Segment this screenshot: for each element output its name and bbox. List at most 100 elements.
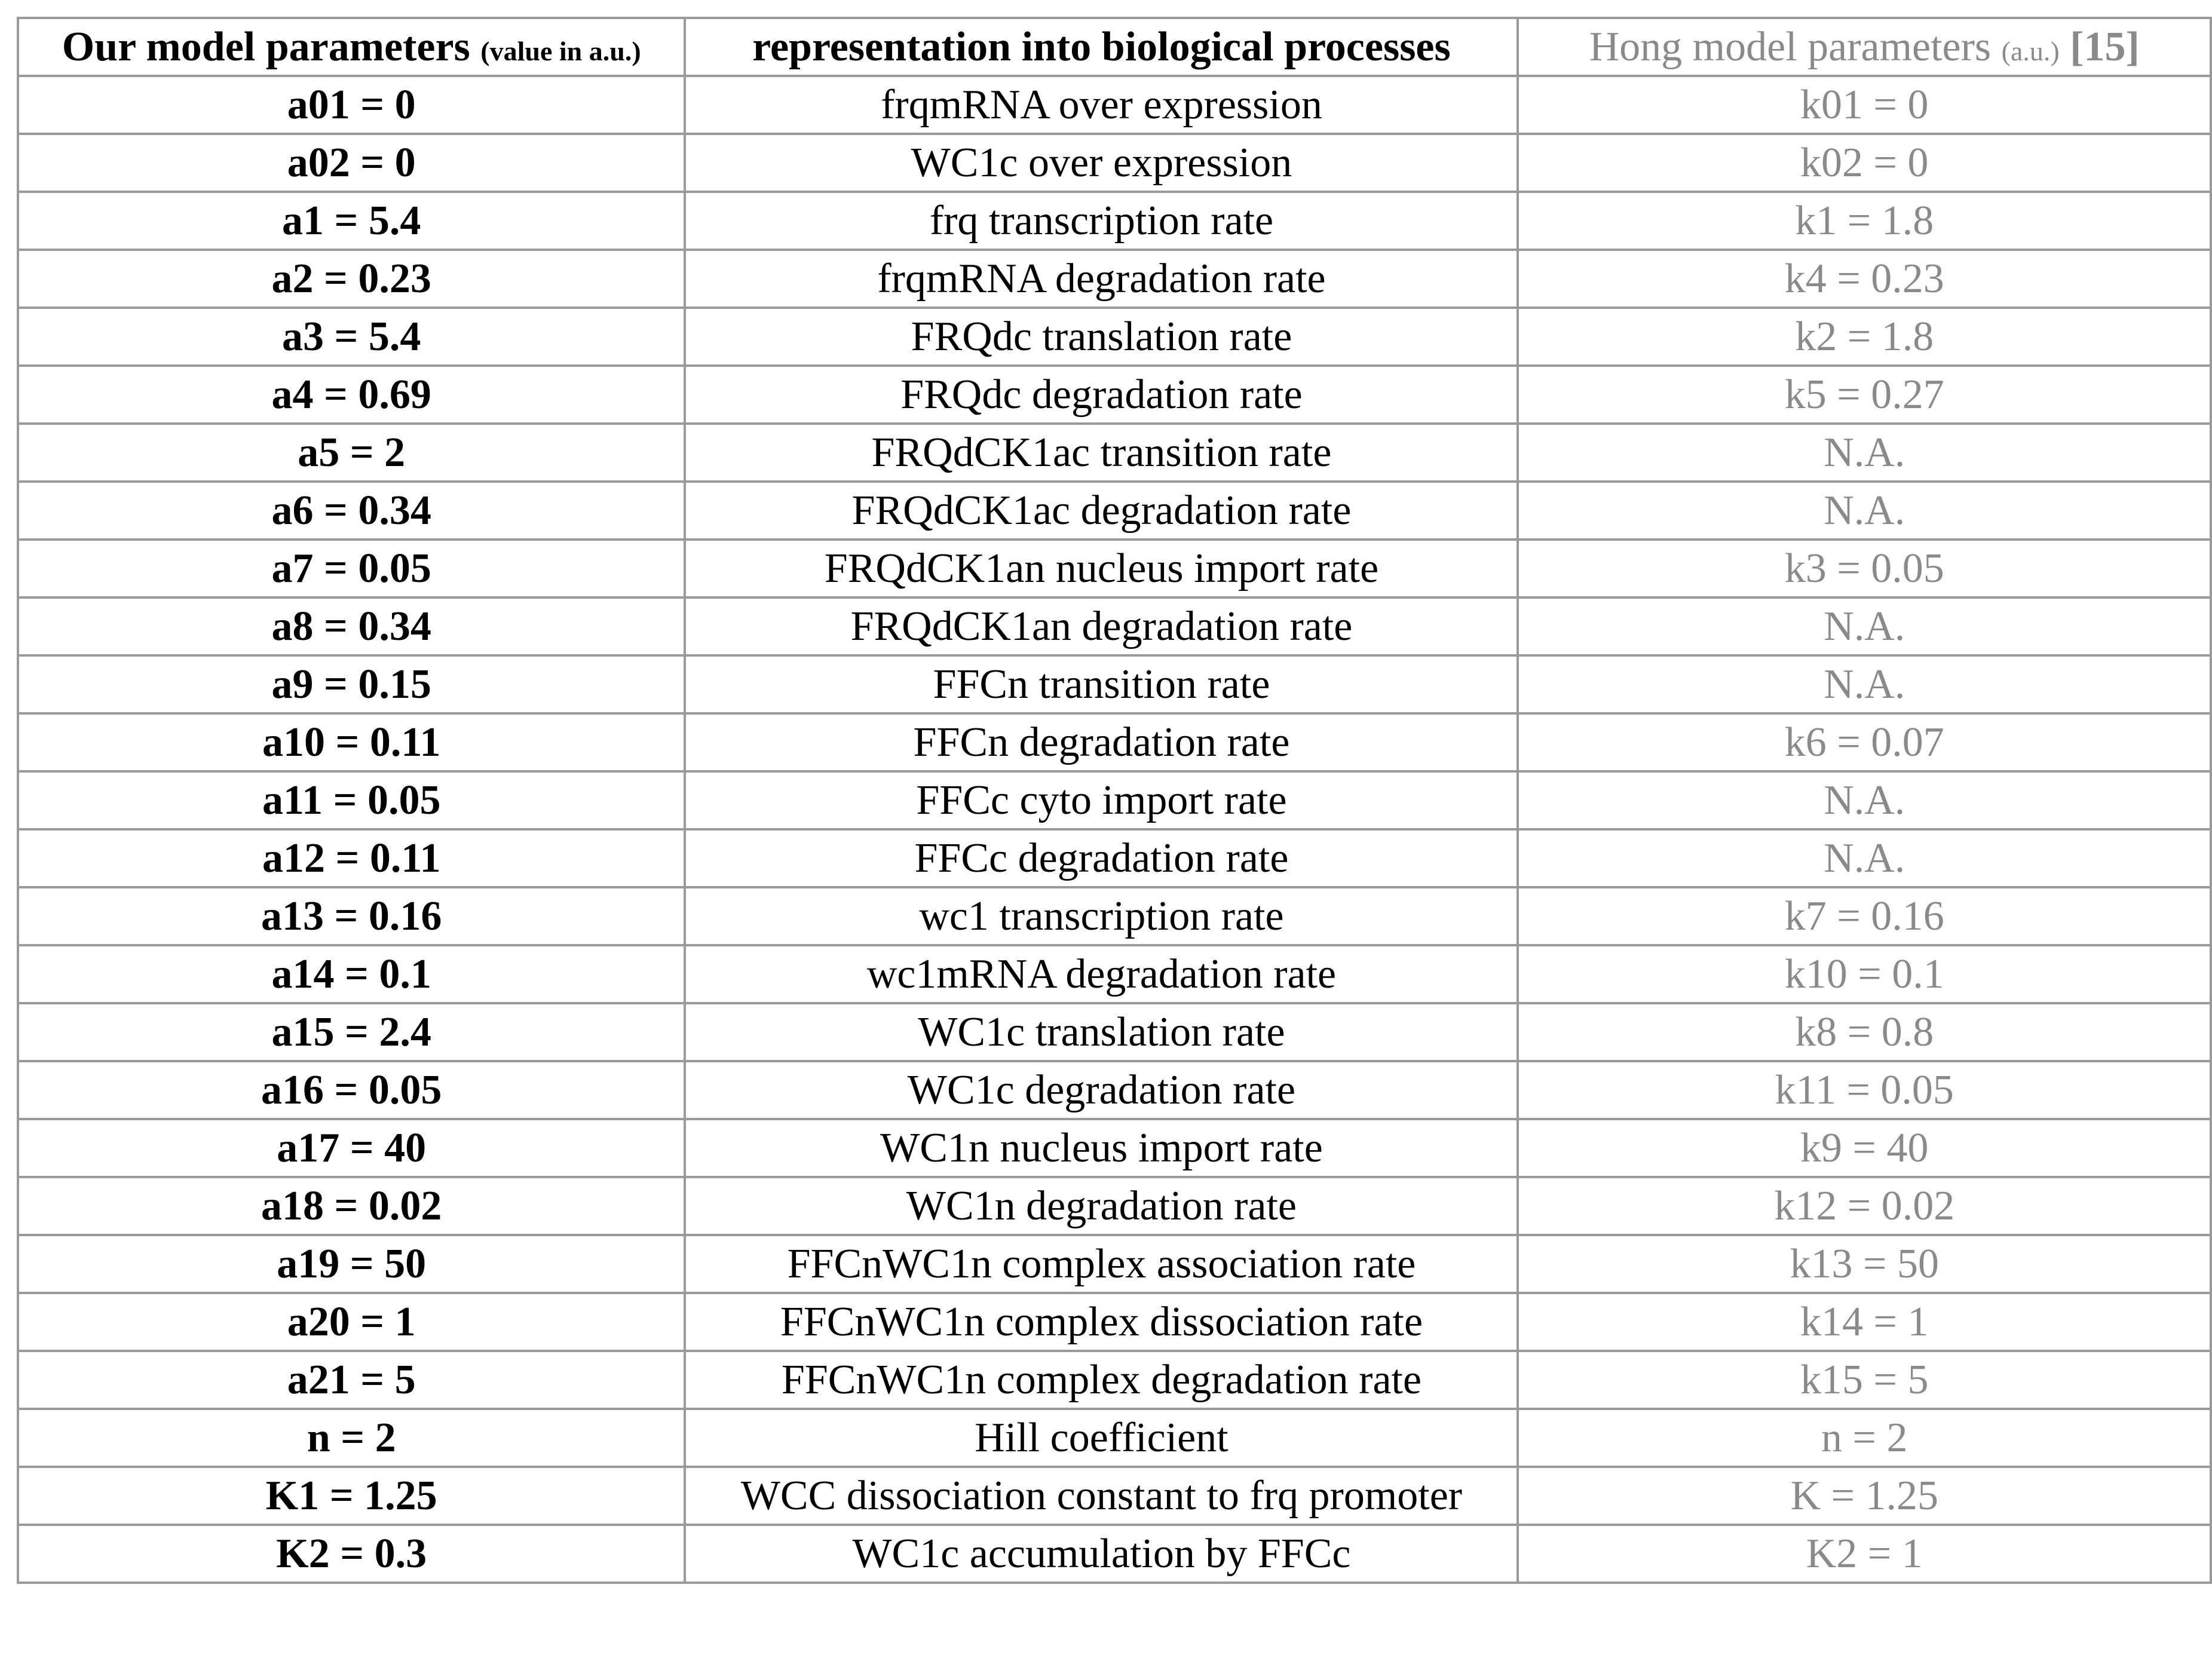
bio-process-cell: FRQdCK1an nucleus import rate: [684, 538, 1519, 599]
hong-param-cell: N.A.: [1516, 828, 2212, 888]
our-param-cell: a12 = 0.11: [16, 828, 687, 888]
hong-param-cell: N.A.: [1516, 596, 2212, 657]
header-row: Our model parameters (value in a.u.) rep…: [16, 17, 2212, 77]
table-row: a19 = 50 FFCnWC1n complex association rat…: [16, 1234, 2212, 1294]
our-param-cell: a19 = 50: [16, 1234, 687, 1294]
our-param-cell: a10 = 0.11: [16, 712, 687, 773]
our-param-cell: a17 = 40: [16, 1118, 687, 1178]
hong-param-cell: k9 = 40: [1516, 1118, 2212, 1178]
table-row: K1 = 1.25 WCC dissociation constant to fr…: [16, 1466, 2212, 1526]
header-our-model: Our model parameters (value in a.u.): [16, 17, 687, 77]
table-row: K2 = 0.3 WC1c accumulation by FFCc K2 = 1: [16, 1524, 2212, 1584]
bio-process-cell: frqmRNA over expression: [684, 75, 1519, 135]
table-row: a13 = 0.16 wc1 transcription rate k7 = 0.1…: [16, 886, 2212, 946]
table-row: a10 = 0.11 FFCn degradation rate k6 = 0.07: [16, 712, 2212, 773]
table-row: a20 = 1 FFCnWC1n complex dissociation rat…: [16, 1292, 2212, 1352]
our-param-cell: a13 = 0.16: [16, 886, 687, 946]
bio-process-cell: wc1mRNA degradation rate: [684, 944, 1519, 1004]
hong-param-cell: k3 = 0.05: [1516, 538, 2212, 599]
header-hong-model-note: (a.u.): [2001, 35, 2060, 66]
our-param-cell: a6 = 0.34: [16, 480, 687, 541]
header-our-model-note: (value in a.u.): [480, 35, 641, 66]
hong-param-cell: k12 = 0.02: [1516, 1176, 2212, 1236]
our-param-cell: a8 = 0.34: [16, 596, 687, 657]
bio-process-cell: frq transcription rate: [684, 191, 1519, 251]
our-param-cell: a9 = 0.15: [16, 654, 687, 715]
header-hong-model-ref: [15]: [2070, 23, 2140, 70]
bio-process-cell: FFCnWC1n complex degradation rate: [684, 1350, 1519, 1410]
table-row: a21 = 5 FFCnWC1n complex degradation rate…: [16, 1350, 2212, 1410]
table-row: a1 = 5.4 frq transcription rate k1 = 1.8: [16, 191, 2212, 251]
bio-process-cell: FFCc degradation rate: [684, 828, 1519, 888]
table-row: a18 = 0.02 WC1n degradation rate k12 = 0.0…: [16, 1176, 2212, 1236]
our-param-cell: a5 = 2: [16, 422, 687, 483]
hong-param-cell: k10 = 0.1: [1516, 944, 2212, 1004]
bio-process-cell: WC1n degradation rate: [684, 1176, 1519, 1236]
bio-process-cell: FRQdc degradation rate: [684, 364, 1519, 425]
table-row: a4 = 0.69 FRQdc degradation rate k5 = 0.27: [16, 364, 2212, 425]
header-biological-process: representation into biological processes: [684, 17, 1519, 77]
hong-param-cell: N.A.: [1516, 654, 2212, 715]
our-param-cell: a14 = 0.1: [16, 944, 687, 1004]
header-our-model-main: Our model parameters: [62, 23, 470, 70]
hong-param-cell: k11 = 0.05: [1516, 1060, 2212, 1120]
our-param-cell: a7 = 0.05: [16, 538, 687, 599]
bio-process-cell: Hill coefficient: [684, 1408, 1519, 1468]
hong-param-cell: k8 = 0.8: [1516, 1002, 2212, 1062]
hong-param-cell: k4 = 0.23: [1516, 249, 2212, 309]
hong-param-cell: k01 = 0: [1516, 75, 2212, 135]
our-param-cell: a2 = 0.23: [16, 249, 687, 309]
table-row: a2 = 0.23 frqmRNA degradation rate k4 = 0.…: [16, 249, 2212, 309]
table-row: a17 = 40 WC1n nucleus import rate k9 = 40: [16, 1118, 2212, 1178]
bio-process-cell: FRQdCK1ac transition rate: [684, 422, 1519, 483]
bio-process-cell: FRQdCK1an degradation rate: [684, 596, 1519, 657]
our-param-cell: n = 2: [16, 1408, 687, 1468]
our-param-cell: K1 = 1.25: [16, 1466, 687, 1526]
bio-process-cell: frqmRNA degradation rate: [684, 249, 1519, 309]
our-param-cell: a4 = 0.69: [16, 364, 687, 425]
table-row: a8 = 0.34 FRQdCK1an degradation rate N.A.: [16, 596, 2212, 657]
hong-param-cell: n = 2: [1516, 1408, 2212, 1468]
hong-param-cell: K = 1.25: [1516, 1466, 2212, 1526]
table-row: a01 = 0 frqmRNA over expression k01 = 0: [16, 75, 2212, 135]
bio-process-cell: FRQdCK1ac degradation rate: [684, 480, 1519, 541]
table-row: a14 = 0.1 wc1mRNA degradation rate k10 = 0…: [16, 944, 2212, 1004]
table-row: a02 = 0 WC1c over expression k02 = 0: [16, 133, 2212, 193]
bio-process-cell: wc1 transcription rate: [684, 886, 1519, 946]
hong-param-cell: k02 = 0: [1516, 133, 2212, 193]
table-row: a12 = 0.11 FFCc degradation rate N.A.: [16, 828, 2212, 888]
bio-process-cell: FFCn degradation rate: [684, 712, 1519, 773]
hong-param-cell: k1 = 1.8: [1516, 191, 2212, 251]
our-param-cell: a15 = 2.4: [16, 1002, 687, 1062]
our-param-cell: a20 = 1: [16, 1292, 687, 1352]
parameter-table: Our model parameters (value in a.u.) rep…: [16, 17, 2212, 1584]
bio-process-cell: WC1n nucleus import rate: [684, 1118, 1519, 1178]
bio-process-cell: WC1c degradation rate: [684, 1060, 1519, 1120]
bio-process-cell: WC1c over expression: [684, 133, 1519, 193]
hong-param-cell: k5 = 0.27: [1516, 364, 2212, 425]
our-param-cell: a3 = 5.4: [16, 307, 687, 367]
bio-process-cell: WC1c accumulation by FFCc: [684, 1524, 1519, 1584]
table-row: a6 = 0.34 FRQdCK1ac degradation rate N.A.: [16, 480, 2212, 541]
our-param-cell: K2 = 0.3: [16, 1524, 687, 1584]
bio-process-cell: FFCnWC1n complex dissociation rate: [684, 1292, 1519, 1352]
hong-param-cell: K2 = 1: [1516, 1524, 2212, 1584]
bio-process-cell: WCC dissociation constant to frq promote…: [684, 1466, 1519, 1526]
table-row: a16 = 0.05 WC1c degradation rate k11 = 0.0…: [16, 1060, 2212, 1120]
our-param-cell: a02 = 0: [16, 133, 687, 193]
header-hong-model-main: Hong model parameters: [1589, 23, 1992, 70]
bio-process-cell: FFCnWC1n complex association rate: [684, 1234, 1519, 1294]
table-row: n = 2 Hill coefficient n = 2: [16, 1408, 2212, 1468]
table-row: a7 = 0.05 FRQdCK1an nucleus import rate k3…: [16, 538, 2212, 599]
hong-param-cell: N.A.: [1516, 480, 2212, 541]
hong-param-cell: k13 = 50: [1516, 1234, 2212, 1294]
header-hong-model: Hong model parameters (a.u.) [15]: [1516, 17, 2212, 77]
our-param-cell: a01 = 0: [16, 75, 687, 135]
table-row: a11 = 0.05 FFCc cyto import rate N.A.: [16, 770, 2212, 830]
table-row: a9 = 0.15 FFCn transition rate N.A.: [16, 654, 2212, 715]
our-param-cell: a21 = 5: [16, 1350, 687, 1410]
bio-process-cell: FFCn transition rate: [684, 654, 1519, 715]
our-param-cell: a11 = 0.05: [16, 770, 687, 830]
hong-param-cell: k15 = 5: [1516, 1350, 2212, 1410]
bio-process-cell: FRQdc translation rate: [684, 307, 1519, 367]
